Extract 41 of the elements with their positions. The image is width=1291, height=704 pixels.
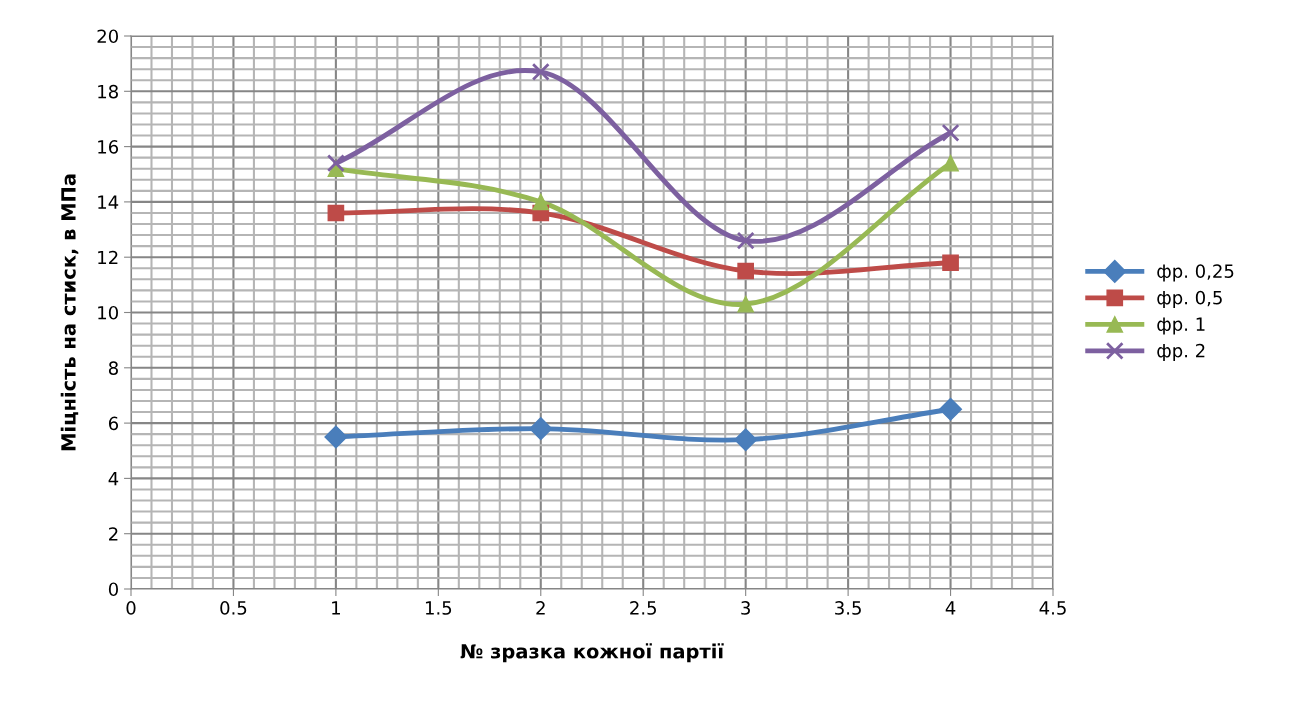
y-tick-label: 12 bbox=[98, 250, 118, 265]
y-tick-label: 18 bbox=[98, 84, 118, 99]
point bbox=[939, 397, 963, 421]
legend-label: фр. 1 bbox=[1157, 317, 1205, 335]
x-tick-label: 2 bbox=[536, 601, 545, 615]
point bbox=[942, 254, 959, 272]
y-tick-label: 4 bbox=[108, 472, 119, 486]
y-tick-label: 0 bbox=[108, 582, 118, 597]
y-tick-label: 8 bbox=[108, 361, 118, 375]
point bbox=[737, 262, 755, 280]
y-tick-label: 2 bbox=[109, 527, 118, 541]
x-tick-label: 3 bbox=[741, 601, 750, 615]
x-tick-label: 3.5 bbox=[835, 601, 861, 615]
x-tick-label: 0 bbox=[126, 601, 136, 615]
point bbox=[326, 154, 345, 173]
x-tick-label: 1.5 bbox=[425, 601, 452, 615]
point bbox=[529, 417, 553, 441]
point bbox=[324, 425, 348, 449]
point bbox=[941, 123, 960, 142]
legend-label: фр. 2 bbox=[1157, 343, 1205, 361]
x-axis-title: № зразка кожної партії bbox=[460, 643, 724, 663]
x-tick-label: 4 bbox=[945, 601, 956, 615]
x-tick-label: 0.5 bbox=[220, 601, 247, 615]
point bbox=[942, 154, 959, 172]
x-tick-label: 1 bbox=[332, 601, 340, 615]
point bbox=[532, 193, 550, 211]
y-tick-label: 6 bbox=[108, 416, 119, 431]
y-axis-title: Міцність на стиск, в МПа bbox=[60, 174, 79, 451]
x-tick-label: 2.5 bbox=[630, 601, 656, 615]
x-tick-label: 4.5 bbox=[1039, 601, 1066, 615]
point bbox=[327, 204, 345, 222]
point bbox=[737, 295, 755, 313]
point bbox=[531, 62, 550, 81]
y-tick-label: 14 bbox=[98, 195, 119, 209]
y-tick-label: 16 bbox=[98, 140, 119, 154]
legend-label: фр. 0,25 bbox=[1157, 264, 1234, 282]
legend-label: фр. 0,5 bbox=[1157, 290, 1222, 308]
y-tick-label: 20 bbox=[97, 29, 118, 44]
point bbox=[734, 428, 758, 452]
y-tick-label: 10 bbox=[98, 305, 118, 320]
point bbox=[736, 231, 755, 250]
